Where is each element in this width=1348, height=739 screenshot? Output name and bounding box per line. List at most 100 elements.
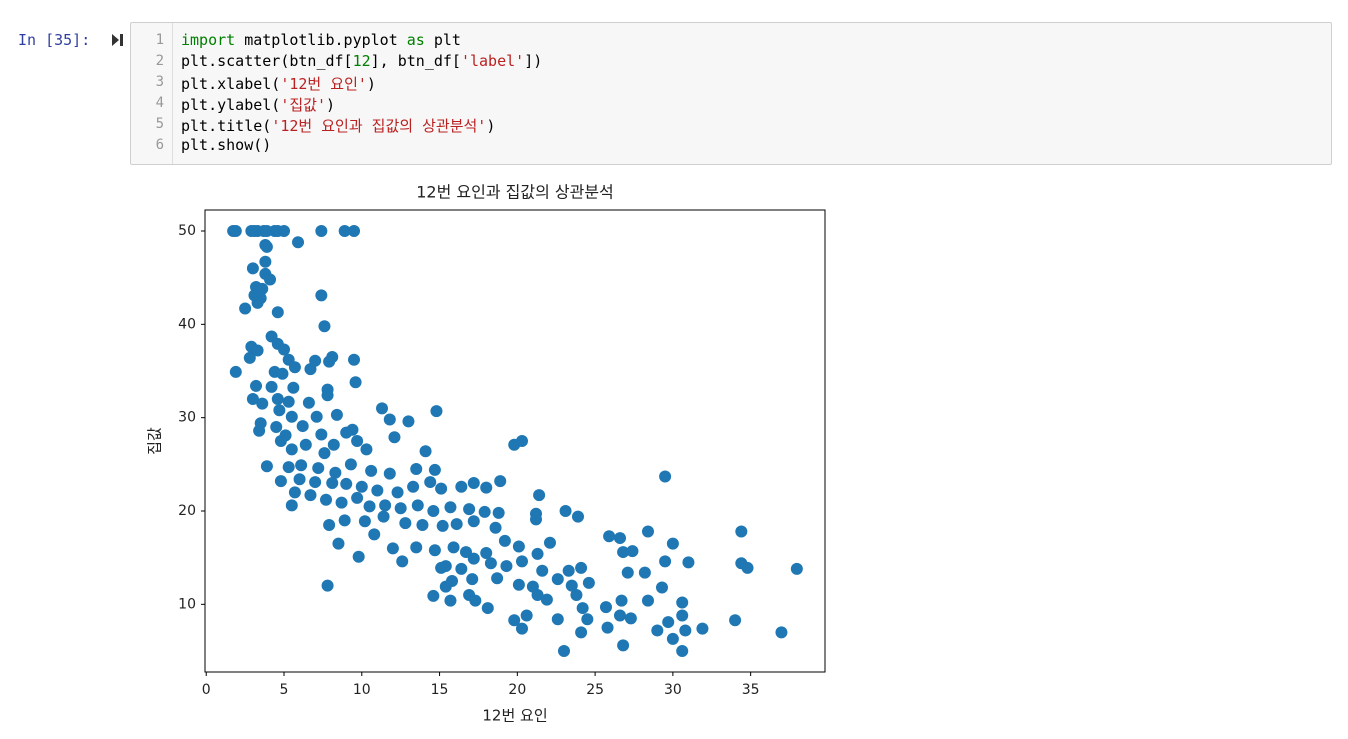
scatter-point	[450, 518, 463, 531]
code-token: as	[406, 31, 425, 49]
scatter-point	[676, 645, 689, 657]
scatter-point	[455, 480, 468, 493]
scatter-point	[682, 556, 695, 569]
scatter-point	[338, 225, 351, 237]
code-token: ])	[524, 52, 543, 70]
x-axis-label: 12번 요인	[482, 707, 547, 725]
scatter-point	[348, 353, 361, 366]
scatter-point	[302, 396, 315, 409]
scatter-point	[613, 609, 626, 622]
scatter-point	[651, 624, 664, 637]
y-tick-label: 40	[178, 316, 196, 332]
scatter-point	[419, 445, 432, 458]
scatter-point	[251, 296, 264, 309]
scatter-point	[243, 351, 256, 364]
scatter-point	[515, 555, 528, 568]
scatter-point	[391, 486, 404, 499]
code-cell[interactable]: 1 2 3 4 5 6 import matplotlib.pyplot as plt plt…	[130, 22, 1332, 165]
line-number: 3	[155, 74, 164, 90]
y-tick-label: 50	[178, 223, 196, 239]
line-number: 6	[155, 137, 164, 153]
x-tick-label: 15	[431, 682, 449, 698]
scatter-point	[271, 306, 284, 319]
scatter-point	[335, 496, 348, 509]
scatter-point	[467, 552, 480, 565]
scatter-point	[662, 616, 675, 629]
scatter-point	[288, 486, 301, 499]
scatter-point	[428, 544, 441, 557]
scatter-point	[379, 499, 392, 512]
scatter-point	[469, 594, 482, 607]
scatter-point	[411, 499, 424, 512]
cell-prompt: In [35]:	[18, 31, 91, 49]
line-number: 5	[155, 116, 164, 132]
scatter-point	[299, 438, 312, 451]
code-token: '12번 요인'	[280, 75, 367, 93]
scatter-point	[326, 477, 339, 489]
scatter-point	[571, 510, 584, 523]
scatter-point	[304, 363, 317, 376]
axes-frame	[204, 209, 826, 673]
run-button[interactable]	[110, 33, 124, 47]
scatter-point	[467, 477, 480, 489]
scatter-point	[274, 475, 287, 488]
code-token: plt.ylabel(	[181, 96, 281, 114]
y-tick-label: 20	[178, 503, 196, 519]
scatter-point	[508, 614, 521, 627]
scatter-point	[344, 458, 357, 471]
scatter-point	[315, 289, 328, 302]
scatter-point	[559, 505, 572, 517]
scatter-point	[444, 594, 457, 607]
scatter-point	[447, 541, 460, 554]
scatter-point	[676, 609, 689, 622]
code-token: )	[486, 117, 496, 135]
x-tick-label: 35	[742, 682, 760, 698]
scatter-point	[386, 542, 399, 555]
code-token: plt.show()	[181, 136, 272, 154]
scatter-point	[285, 499, 298, 512]
scatter-point	[540, 593, 553, 606]
scatter-point	[741, 561, 754, 574]
x-tick-label: 20	[508, 682, 526, 698]
scatter-point	[318, 320, 331, 333]
scatter-point	[309, 476, 322, 489]
x-tick-label: 0	[202, 682, 211, 698]
scatter-point	[310, 410, 323, 423]
scatter-point	[355, 480, 368, 493]
scatter-point	[246, 262, 259, 275]
scatter-point	[239, 302, 252, 315]
scatter-point	[340, 477, 353, 490]
x-tick-label: 30	[664, 682, 682, 698]
scatter-point	[659, 470, 672, 483]
scatter-point	[273, 404, 286, 417]
code-token: '12번 요인과 집값의 상관분석'	[271, 117, 487, 135]
scatter-point	[424, 476, 437, 489]
scatter-point	[638, 566, 651, 579]
scatter-point	[274, 435, 287, 447]
scatter-point	[603, 530, 616, 543]
scatter-point	[531, 547, 544, 560]
scatter-point	[536, 564, 549, 577]
scatter-point	[696, 622, 709, 635]
line-number: 4	[155, 95, 164, 111]
scatter-point	[229, 225, 242, 237]
scatter-point	[617, 546, 630, 559]
scatter-point	[229, 365, 242, 378]
scatter-point	[480, 547, 493, 559]
scatter-point	[531, 589, 544, 601]
scatter-point	[264, 273, 277, 286]
line-number: 2	[155, 53, 164, 69]
scatter-point	[436, 519, 449, 532]
line-gutter: 1 2 3 4 5 6	[131, 23, 173, 164]
scatter-point	[285, 410, 298, 423]
scatter-point	[489, 521, 502, 534]
scatter-point	[321, 579, 334, 592]
scatter-point	[358, 515, 371, 528]
scatter-point	[410, 541, 423, 554]
scatter-point	[581, 613, 594, 626]
scatter-point	[340, 426, 353, 439]
scatter-point	[520, 609, 533, 622]
scatter-point	[318, 447, 331, 460]
scatter-point	[246, 393, 259, 405]
